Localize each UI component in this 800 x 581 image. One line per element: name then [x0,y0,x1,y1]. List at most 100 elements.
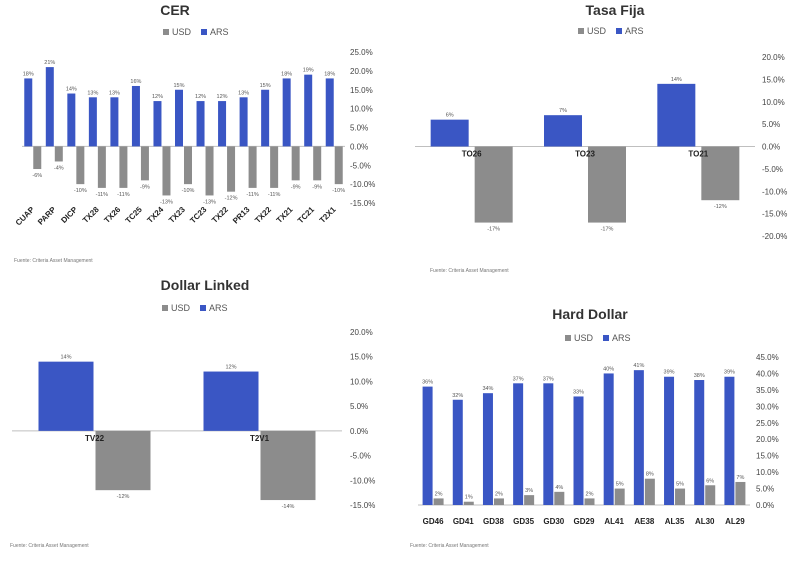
x-category-label: TX24 [145,205,165,225]
data-label-ars: 39% [664,370,675,376]
legend-label-ars: ARS [209,303,228,313]
data-label-usd: -13% [160,199,173,205]
data-label-usd: -9% [140,184,150,190]
bar-usd [76,146,85,185]
x-category-label: TX21 [275,205,295,225]
bar-usd [313,146,322,181]
bar-usd [735,481,746,505]
data-label-ars: 15% [260,83,271,89]
x-category-label: TO21 [688,150,708,159]
tasa-fija-title: Tasa Fija [586,2,645,18]
x-category-label: TX23 [167,205,187,225]
x-category-label: GD30 [543,517,564,526]
legend-label-usd: USD [171,303,191,313]
legend-swatch-usd [162,305,168,311]
legend-label-usd: USD [574,333,594,343]
bar-usd [675,488,686,505]
data-label-ars: 37% [513,376,524,382]
data-label-ars: 16% [130,79,141,85]
data-label-ars: 18% [324,71,335,77]
bar-usd [248,146,257,188]
data-label-usd: 6% [706,478,714,484]
x-category-label: TC25 [124,205,145,226]
data-label-usd: 2% [586,491,594,497]
x-category-label: AL29 [725,517,745,526]
bar-ars [45,67,54,147]
data-label-ars: 40% [603,366,614,372]
x-category-label: T2V1 [250,434,270,443]
y-tick-label: 5.0% [756,485,774,494]
data-label-ars: 12% [152,94,163,100]
y-tick-label: 30.0% [756,402,779,411]
data-label-usd: 4% [555,485,563,491]
bar-usd [162,146,171,196]
bar-usd [95,430,151,491]
data-label-usd: -17% [487,227,500,233]
y-tick-label: 20.0% [350,328,373,337]
x-category-label: AL30 [695,517,715,526]
legend-label-ars: ARS [625,26,644,36]
x-category-label: AL41 [604,517,624,526]
data-label-usd: -13% [203,199,216,205]
tasa-fija-chart-panel: Tasa Fija USD ARS 20.0% 15.0% 10.0% 5.0% 0.0% -5… [400,0,800,280]
bar-ars [218,101,227,147]
cer-title: CER [160,2,190,18]
y-tick-label: 15.0% [762,75,785,84]
x-category-label: TC21 [296,205,317,226]
hard-dollar-chart: Hard Dollar USD ARS 45.0% 40.0% 35.0% 30.0% 25.… [410,306,779,549]
data-label-ars: 37% [543,376,554,382]
data-label-ars: 15% [173,83,184,89]
data-label-ars: 14% [60,355,71,361]
data-label-ars: 19% [303,68,314,74]
bar-ars [175,89,183,147]
y-tick-label: 15.0% [350,353,373,362]
bar-ars [24,78,33,147]
y-tick-label: -15.0% [350,199,375,208]
bar-ars [694,380,705,505]
dollar-linked-chart-panel: Dollar Linked USD ARS 20.0% 15.0% 10.0% 5.0% 0.… [0,270,400,576]
x-category-label: DICP [59,205,79,225]
bar-usd [119,146,128,188]
y-tick-label: 40.0% [756,369,779,378]
legend-label-usd: USD [172,27,192,37]
y-tick-label: 10.0% [350,105,373,114]
bar-usd [140,146,149,181]
x-category-label: TX22 [253,205,273,225]
x-category-label: GD41 [453,517,474,526]
bar-ars [633,370,644,505]
bar-ars [38,361,94,431]
data-label-usd: -10% [332,188,345,194]
y-tick-label: 0.0% [762,143,780,152]
y-tick-label: 25.0% [756,419,779,428]
data-label-usd: 8% [646,472,654,478]
data-label-ars: 12% [225,365,236,371]
bar-usd [584,498,595,505]
legend-swatch-usd [163,29,169,35]
y-tick-label: -10.0% [762,187,787,196]
bar-usd [433,498,444,505]
y-tick-label: 0.0% [350,142,368,151]
bar-usd [205,146,214,196]
data-label-ars: 39% [724,370,735,376]
cer-chart: CER USD ARS 25.0% 20.0% 15.0% 10.0% 5.0% 0.0% -5.… [14,2,376,264]
bar-ars [67,93,76,147]
x-category-label: GD38 [483,517,504,526]
source-note: Fuente: Criteria Asset Management [14,258,93,264]
data-label-usd: -14% [282,504,295,510]
data-label-ars: 6% [446,113,454,119]
bar-usd [701,146,740,201]
dollar-linked-title: Dollar Linked [161,277,250,293]
x-category-label: CUAP [14,205,37,228]
y-tick-label: 35.0% [756,386,779,395]
bar-ars [452,399,463,505]
bar-ars [664,376,675,505]
data-label-ars: 12% [217,94,228,100]
bar-ars [261,89,270,147]
legend-label-usd: USD [587,26,607,36]
bar-usd [97,146,106,188]
y-tick-label: 20.0% [350,67,373,76]
bar-ars [724,376,735,505]
bar-ars [544,115,582,147]
bar-usd [334,146,343,185]
data-label-usd: -6% [32,173,42,179]
